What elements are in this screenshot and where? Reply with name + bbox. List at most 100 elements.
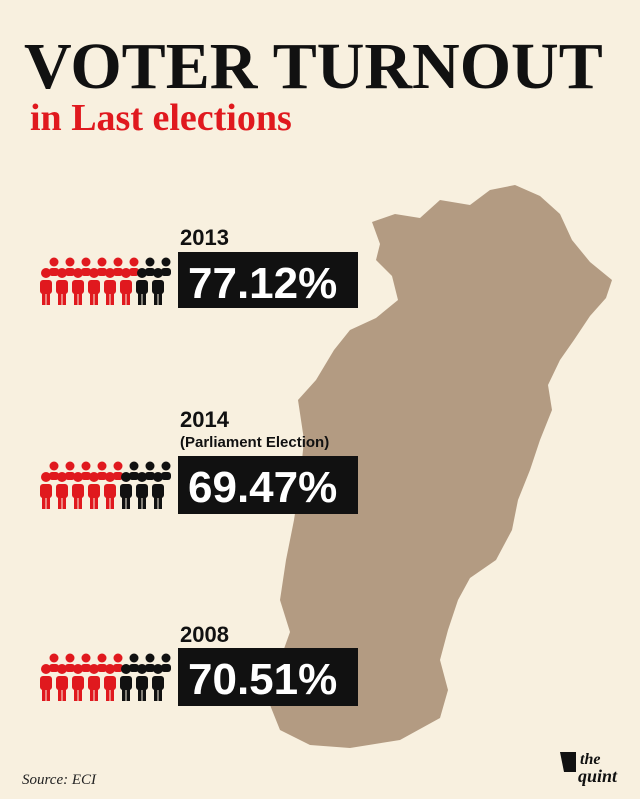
person-icon — [56, 280, 68, 294]
person-icon — [97, 257, 107, 267]
person-icon — [65, 268, 75, 276]
person-icon — [40, 484, 52, 498]
person-icon — [142, 292, 146, 305]
person-icon — [58, 292, 62, 305]
person-icon — [161, 461, 171, 471]
person-icon — [81, 472, 91, 480]
person-icon — [153, 472, 163, 482]
person-icon — [73, 664, 83, 674]
person-icon — [42, 292, 46, 305]
person-icon — [57, 268, 67, 278]
person-icon — [49, 461, 59, 471]
person-icon — [49, 664, 59, 672]
person-icon — [41, 472, 51, 482]
person-icon — [41, 268, 51, 278]
person-icon — [73, 472, 83, 482]
logo-text: quint — [578, 766, 618, 786]
person-icon — [72, 676, 84, 690]
person-icon — [142, 496, 146, 509]
person-icon — [90, 292, 94, 305]
person-icon — [136, 484, 148, 498]
person-icon — [89, 472, 99, 482]
person-icon — [81, 653, 91, 663]
person-icon — [104, 484, 116, 498]
person-icon — [145, 461, 155, 471]
person-icon — [154, 496, 158, 509]
person-icon — [81, 461, 91, 471]
year: 2014 — [180, 407, 230, 432]
person-icon — [97, 653, 107, 663]
person-icon — [97, 268, 107, 276]
person-icon — [153, 268, 163, 278]
person-icon — [72, 280, 84, 294]
person-icon — [104, 280, 116, 294]
person-icon — [81, 664, 91, 672]
person-icon — [129, 664, 139, 672]
source: Source: ECI — [22, 772, 97, 788]
turnout-value: 70.51% — [188, 655, 337, 704]
person-icon — [110, 688, 114, 701]
person-icon — [152, 484, 164, 498]
person-icon — [40, 676, 52, 690]
person-icon — [106, 688, 110, 701]
person-icon — [65, 257, 75, 267]
person-icon — [94, 688, 98, 701]
person-icon — [89, 664, 99, 674]
person-icon — [158, 496, 162, 509]
person-icon — [65, 664, 75, 672]
person-icon — [73, 268, 83, 278]
person-icon — [145, 268, 155, 276]
state-map — [268, 185, 612, 748]
person-icon — [94, 496, 98, 509]
person-icon — [161, 257, 171, 267]
person-icon — [113, 257, 123, 267]
subtitle: in Last elections — [30, 97, 292, 139]
person-icon — [137, 268, 147, 278]
person-icon — [120, 280, 132, 294]
title: VOTER TURNOUT — [24, 30, 603, 103]
person-icon — [41, 664, 51, 674]
person-icon — [161, 664, 171, 672]
person-icon — [106, 292, 110, 305]
person-icon — [62, 496, 66, 509]
value-box — [178, 456, 358, 514]
person-icon — [126, 688, 130, 701]
person-icon — [65, 461, 75, 471]
year: 2008 — [180, 622, 229, 647]
person-icon — [72, 484, 84, 498]
person-icon — [161, 268, 171, 276]
pictograms — [40, 257, 171, 701]
person-icon — [78, 496, 82, 509]
person-icon — [40, 280, 52, 294]
person-icon — [122, 688, 126, 701]
person-icon — [56, 676, 68, 690]
person-icon — [145, 472, 155, 480]
person-icon — [62, 688, 66, 701]
person-icon — [74, 688, 78, 701]
person-icon — [49, 472, 59, 480]
person-icon — [161, 472, 171, 480]
person-icon — [136, 280, 148, 294]
person-icon — [89, 268, 99, 278]
person-icon — [145, 653, 155, 663]
person-icon — [81, 268, 91, 276]
person-icon — [105, 268, 115, 278]
person-icon — [57, 472, 67, 482]
person-icon — [105, 664, 115, 674]
person-icon — [104, 676, 116, 690]
person-icon — [42, 496, 46, 509]
person-icon — [58, 496, 62, 509]
person-icon — [152, 676, 164, 690]
person-icon — [88, 484, 100, 498]
person-icon — [137, 472, 147, 482]
person-icon — [158, 292, 162, 305]
logo-text: the — [580, 751, 600, 768]
person-icon — [110, 496, 114, 509]
person-icon — [113, 653, 123, 663]
person-icon — [121, 472, 131, 482]
person-icon — [129, 472, 139, 480]
person-icon — [46, 688, 50, 701]
person-icon — [58, 688, 62, 701]
person-icon — [105, 472, 115, 482]
person-icon — [57, 664, 67, 674]
